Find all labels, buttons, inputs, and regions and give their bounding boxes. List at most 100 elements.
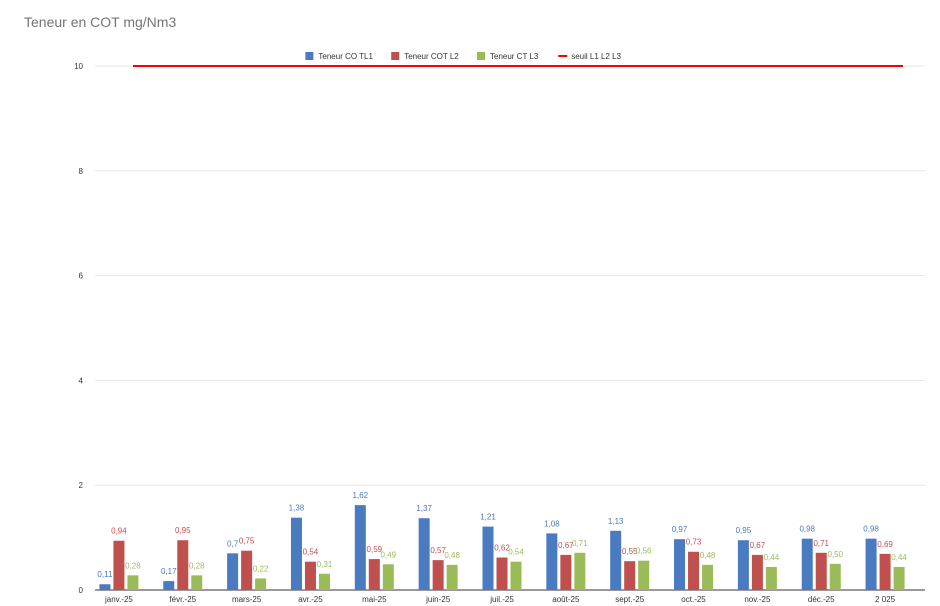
data-label: 0,11 (97, 570, 113, 579)
data-label: 1,62 (353, 491, 369, 500)
x-tick-label: mai-25 (362, 595, 387, 604)
bar (99, 584, 111, 590)
bar (368, 559, 380, 590)
x-tick-label: oct.-25 (681, 595, 706, 604)
legend-swatch (477, 52, 485, 60)
bar (432, 560, 444, 590)
data-label: 0,48 (700, 551, 716, 560)
data-label: 0,49 (381, 550, 397, 559)
data-label: 0,95 (175, 526, 191, 535)
data-label: 0,98 (863, 525, 879, 534)
bar (418, 518, 430, 590)
legend-label: seuil L1 L2 L3 (571, 52, 621, 61)
bar (624, 561, 636, 590)
data-label: 0,55 (622, 547, 638, 556)
data-label: 0,97 (672, 525, 688, 534)
data-label: 1,08 (544, 519, 560, 528)
bar (127, 575, 139, 590)
bar (163, 581, 175, 590)
x-tick-label: juin-25 (425, 595, 451, 604)
data-label: 1,38 (289, 504, 305, 513)
bar (510, 561, 522, 590)
bar (177, 540, 189, 590)
data-label: 0,62 (494, 544, 510, 553)
bar (702, 564, 714, 590)
chart-title: Teneur en COT mg/Nm3 (24, 14, 177, 30)
bar (113, 540, 125, 590)
legend-label: Teneur CO TL1 (318, 52, 373, 61)
bar (737, 540, 749, 590)
bar (674, 539, 686, 590)
data-label: 1,21 (480, 513, 496, 522)
data-label: 0,17 (161, 567, 177, 576)
bar (382, 564, 394, 590)
data-label: 0,69 (877, 540, 893, 549)
data-label: 0,54 (508, 548, 524, 557)
data-label: 0,28 (125, 561, 141, 570)
data-label: 0,44 (891, 553, 907, 562)
bar (865, 538, 877, 590)
data-label: 0,22 (253, 564, 269, 573)
data-label: 0,95 (736, 526, 752, 535)
bar (482, 526, 494, 590)
data-label: 0,54 (303, 548, 319, 557)
bar (560, 554, 572, 590)
bar (801, 538, 813, 590)
bar (546, 533, 558, 590)
x-tick-label: avr.-25 (298, 595, 323, 604)
y-tick-label: 4 (79, 376, 84, 385)
bar (688, 551, 700, 590)
bar (815, 552, 827, 590)
bar (191, 575, 203, 590)
x-tick-label: mars-25 (232, 595, 262, 604)
x-tick-label: févr.-25 (169, 595, 196, 604)
legend-swatch (305, 52, 314, 60)
data-label: 0,48 (444, 551, 460, 560)
legend-label: Teneur COT L2 (404, 52, 459, 61)
data-label: 0,75 (239, 537, 255, 546)
data-label: 0,31 (317, 560, 333, 569)
bar (241, 550, 253, 590)
data-label: 0,67 (558, 541, 574, 550)
x-tick-label: nov.-25 (744, 595, 771, 604)
data-label: 0,57 (430, 546, 446, 555)
bar (610, 530, 622, 590)
data-label: 0,50 (827, 550, 843, 559)
bar (496, 557, 508, 590)
data-label: 0,73 (686, 538, 702, 547)
bar (638, 560, 650, 590)
data-label: 0,28 (189, 561, 205, 570)
data-label: 0,71 (572, 539, 588, 548)
bar (765, 566, 777, 590)
legend-label: Teneur CT L3 (490, 52, 539, 61)
bar (446, 564, 458, 590)
x-tick-label: août-25 (552, 595, 580, 604)
bar (879, 553, 891, 590)
bar (829, 563, 841, 590)
data-label: 0,94 (111, 527, 127, 536)
data-label: 0,67 (750, 541, 766, 550)
y-tick-label: 8 (79, 167, 84, 176)
bar (255, 578, 267, 590)
x-tick-label: juil.-25 (489, 595, 514, 604)
x-tick-label: sept.-25 (615, 595, 644, 604)
data-label: 0,7 (227, 539, 239, 548)
bar (304, 561, 316, 590)
bar (290, 517, 302, 590)
data-label: 0,56 (636, 547, 652, 556)
x-tick-label: 2 025 (875, 595, 896, 604)
data-label: 0,71 (813, 539, 829, 548)
data-label: 0,44 (764, 553, 780, 562)
bar (751, 554, 763, 590)
x-tick-label: janv.-25 (104, 595, 133, 604)
y-tick-label: 6 (79, 272, 84, 281)
y-tick-label: 0 (79, 586, 84, 595)
y-tick-label: 10 (74, 62, 83, 71)
x-tick-label: déc.-25 (808, 595, 835, 604)
legend-swatch (391, 52, 400, 60)
data-label: 0,59 (367, 545, 383, 554)
bar (318, 573, 330, 590)
bar (227, 553, 239, 590)
bar (354, 505, 366, 590)
